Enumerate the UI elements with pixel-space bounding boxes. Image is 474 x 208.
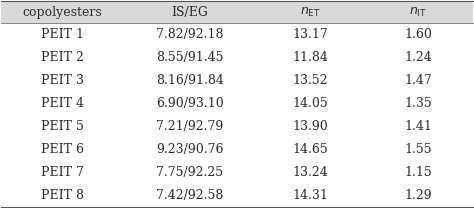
Text: PEIT 8: PEIT 8 [41,189,84,202]
Text: $n_{\mathrm{ET}}$: $n_{\mathrm{ET}}$ [300,6,320,19]
Text: 7.82/92.18: 7.82/92.18 [156,28,224,41]
Text: 14.31: 14.31 [292,189,328,202]
Text: 14.05: 14.05 [292,97,328,110]
Text: 14.65: 14.65 [292,143,328,156]
Text: 1.41: 1.41 [404,120,432,133]
Text: 7.21/92.79: 7.21/92.79 [156,120,224,133]
Text: IS/EG: IS/EG [172,6,208,19]
Text: PEIT 7: PEIT 7 [41,166,84,179]
Text: PEIT 3: PEIT 3 [41,74,84,87]
Text: 11.84: 11.84 [292,51,328,64]
Text: PEIT 4: PEIT 4 [41,97,84,110]
Text: 8.16/91.84: 8.16/91.84 [156,74,224,87]
Text: PEIT 5: PEIT 5 [41,120,84,133]
Text: 7.75/92.25: 7.75/92.25 [156,166,223,179]
Text: $n_{\mathrm{IT}}$: $n_{\mathrm{IT}}$ [410,6,428,19]
Text: 1.29: 1.29 [405,189,432,202]
Text: 1.24: 1.24 [404,51,432,64]
Text: 7.42/92.58: 7.42/92.58 [156,189,224,202]
Text: 13.90: 13.90 [292,120,328,133]
Text: PEIT 2: PEIT 2 [41,51,84,64]
Text: PEIT 6: PEIT 6 [41,143,84,156]
Text: 9.23/90.76: 9.23/90.76 [156,143,224,156]
Text: 13.52: 13.52 [292,74,328,87]
Bar [1,1,473,23]
Text: 1.55: 1.55 [405,143,432,156]
Text: 1.35: 1.35 [404,97,432,110]
Text: 1.60: 1.60 [404,28,432,41]
Text: 13.24: 13.24 [292,166,328,179]
Text: 1.15: 1.15 [404,166,432,179]
Text: 1.47: 1.47 [404,74,432,87]
Text: PEIT 1: PEIT 1 [41,28,84,41]
Text: 13.17: 13.17 [292,28,328,41]
Text: 6.90/93.10: 6.90/93.10 [156,97,224,110]
Text: copolyesters: copolyesters [23,6,102,19]
Text: 8.55/91.45: 8.55/91.45 [156,51,224,64]
